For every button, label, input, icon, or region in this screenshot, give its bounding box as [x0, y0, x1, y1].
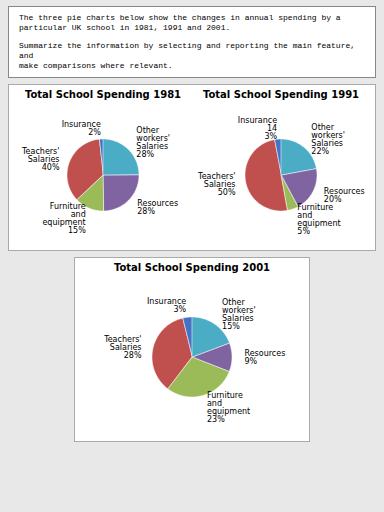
- html-text:Total School Spending 1981: Total School Spending 1981: [24, 89, 182, 100]
- svg-text:Insurance3%: Insurance3%: [147, 297, 187, 314]
- svg-text:Teachers'Salaries40%: Teachers'Salaries40%: [21, 147, 60, 172]
- svg-text:Resources20%: Resources20%: [324, 187, 365, 204]
- svg-text:Furnitureandequipment15%: Furnitureandequipment15%: [42, 202, 86, 235]
- svg-text:Resources28%: Resources28%: [137, 199, 178, 216]
- svg-text:Otherworkers'Salaries15%: Otherworkers'Salaries15%: [222, 298, 256, 331]
- svg-text:Insurance2%: Insurance2%: [62, 120, 102, 137]
- html-text:Total School Spending 1991: Total School Spending 1991: [202, 89, 360, 100]
- svg-text:Otherworkers'Salaries22%: Otherworkers'Salaries22%: [311, 123, 345, 156]
- svg-text:Teachers'Salaries50%: Teachers'Salaries50%: [197, 172, 236, 197]
- svg-text:Otherworkers'Salaries28%: Otherworkers'Salaries28%: [136, 126, 170, 159]
- svg-text:Teachers'Salaries28%: Teachers'Salaries28%: [103, 335, 142, 360]
- svg-text:Insurance143%: Insurance143%: [238, 116, 278, 141]
- svg-text:Furnitureandequipment5%: Furnitureandequipment5%: [297, 203, 340, 236]
- html-text:Total School Spending 2001: Total School Spending 2001: [113, 262, 271, 273]
- html-text:Summarize the information by s: Summarize the information by selecting a…: [19, 41, 360, 70]
- svg-text:Furnitureandequipment23%: Furnitureandequipment23%: [207, 391, 250, 424]
- html-text:The three pie charts below sho: The three pie charts below show the chan…: [19, 13, 341, 32]
- svg-text:Resources9%: Resources9%: [245, 349, 286, 366]
